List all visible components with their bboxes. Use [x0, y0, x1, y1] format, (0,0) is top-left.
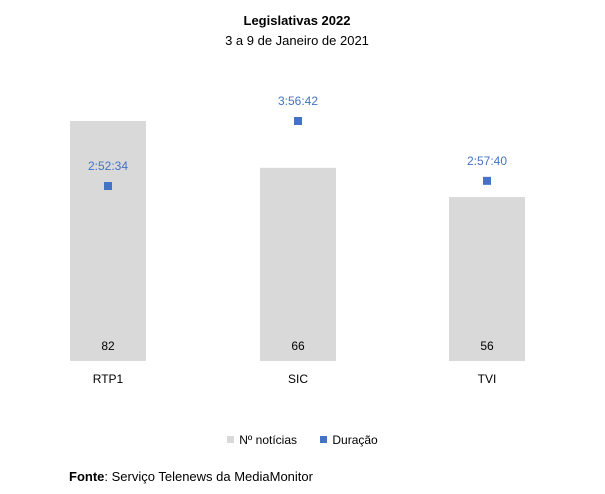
legend-item-duracao: Duração	[320, 432, 378, 447]
bar-tvi	[449, 197, 525, 361]
source-label: Fonte	[69, 469, 105, 484]
category-label: TVI	[478, 372, 497, 386]
legend-swatch-duracao	[320, 436, 328, 443]
bar-rtp1	[70, 121, 146, 361]
category-label: RTP1	[93, 372, 124, 386]
source-text: : Serviço Telenews da MediaMonitor	[104, 469, 313, 484]
duration-label: 2:57:40	[467, 154, 507, 168]
chart-title: Legislativas 2022	[244, 13, 351, 28]
chart-subtitle: 3 a 9 de Janeiro de 2021	[225, 33, 369, 48]
duration-marker-tvi	[483, 176, 491, 185]
legend-label-noticias: Nº notícias	[239, 432, 298, 447]
legend-item-noticias: Nº notícias	[227, 433, 297, 447]
bar-value-label: 66	[291, 339, 305, 353]
bar-value-label: 82	[101, 339, 115, 353]
bar-sic	[260, 167, 336, 361]
legend-swatch-noticias	[227, 436, 235, 443]
source-note: Fonte: Serviço Telenews da MediaMonitor	[69, 469, 313, 484]
plot-area: 82 RTP1 2:52:34 66 SIC 3:56:42 56 TVI 2:57:40	[70, 94, 525, 386]
legend: Nº notícias Duração	[0, 432, 605, 447]
category-label: SIC	[288, 372, 308, 386]
duration-label: 3:56:42	[278, 94, 318, 108]
duration-marker-sic	[294, 117, 302, 125]
duration-label: 2:52:34	[88, 159, 128, 173]
duration-marker-rtp1	[104, 182, 112, 191]
legend-label-duracao: Duração	[332, 432, 378, 447]
chart-area: Legislativas 2022 3 a 9 de Janeiro de 20…	[70, 13, 525, 386]
bar-value-label: 56	[480, 339, 494, 353]
